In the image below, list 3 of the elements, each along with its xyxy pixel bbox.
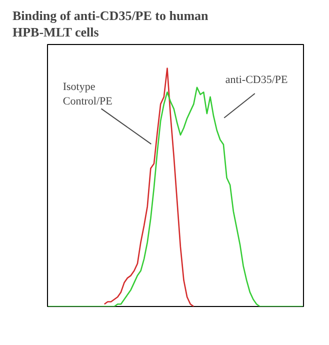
chart-title: Binding of anti-CD35/PE to human HPB-MLT cells: [12, 8, 210, 40]
series-label: anti-CD35/PE: [225, 74, 288, 86]
text: Isotype Control/PE: [62, 81, 113, 108]
